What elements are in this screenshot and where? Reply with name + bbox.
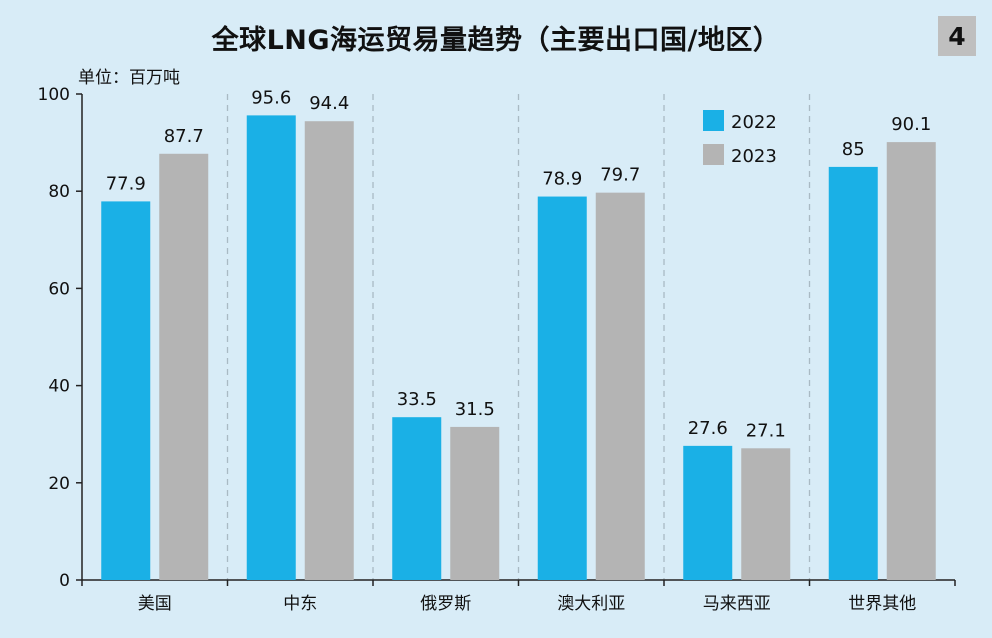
data-label: 79.7 — [600, 165, 640, 186]
unit-label: 单位：百万吨 — [78, 68, 180, 88]
y-tick-label: 100 — [38, 85, 70, 105]
bar-2022 — [683, 445, 733, 580]
data-label: 31.5 — [455, 399, 495, 420]
chart-title: 全球LNG海运贸易量趋势（主要出口国/地区） — [211, 25, 781, 56]
bars — [101, 115, 936, 580]
x-tick-label: 马来西亚 — [703, 594, 771, 614]
data-label: 78.9 — [542, 169, 582, 190]
data-label: 27.1 — [746, 420, 786, 441]
data-label: 94.4 — [309, 93, 349, 114]
bar-2023 — [886, 142, 936, 580]
x-tick-label: 澳大利亚 — [557, 594, 625, 614]
page-number-badge: 4 — [938, 16, 976, 56]
bar-2023 — [159, 153, 209, 580]
legend-swatch-2023 — [703, 144, 724, 165]
y-tick-label: 20 — [48, 474, 70, 494]
data-labels: 77.9 87.7 95.6 94.4 33.5 31.5 78.9 79.7 27.6 27.1… — [106, 87, 932, 441]
bar-2022 — [828, 166, 878, 580]
category-separators — [226, 94, 811, 580]
axes: 0 20 40 60 80 100 美国 中东 俄罗斯 澳大利亚 马来西亚 世界其他 — [38, 85, 956, 614]
bar-2023 — [741, 448, 791, 580]
y-tick-label: 40 — [48, 377, 70, 397]
legend: 2022 2023 — [703, 110, 777, 167]
bar-2023 — [450, 426, 500, 580]
x-tick-label: 世界其他 — [848, 594, 916, 614]
x-tick-label: 中东 — [283, 594, 317, 614]
y-tick-label: 80 — [48, 182, 70, 202]
y-tick-label: 0 — [59, 571, 70, 591]
legend-swatch-2022 — [703, 110, 724, 131]
bar-2022 — [246, 115, 296, 580]
bar-2022 — [537, 196, 587, 580]
bar-2023 — [595, 192, 645, 580]
data-label: 85 — [842, 139, 865, 160]
bar-2022 — [101, 201, 151, 580]
data-label: 77.9 — [106, 173, 146, 194]
data-label: 87.7 — [164, 126, 204, 147]
bar-2023 — [304, 121, 354, 580]
data-label: 95.6 — [251, 87, 291, 108]
legend-label: 2023 — [731, 146, 777, 167]
x-tick-label: 美国 — [138, 594, 172, 614]
y-tick-label: 60 — [48, 279, 70, 299]
data-label: 90.1 — [891, 114, 931, 135]
bar-2022 — [392, 417, 442, 580]
data-label: 33.5 — [397, 389, 437, 410]
legend-label: 2022 — [731, 112, 777, 133]
x-tick-label: 俄罗斯 — [420, 594, 471, 614]
data-label: 27.6 — [688, 418, 728, 439]
